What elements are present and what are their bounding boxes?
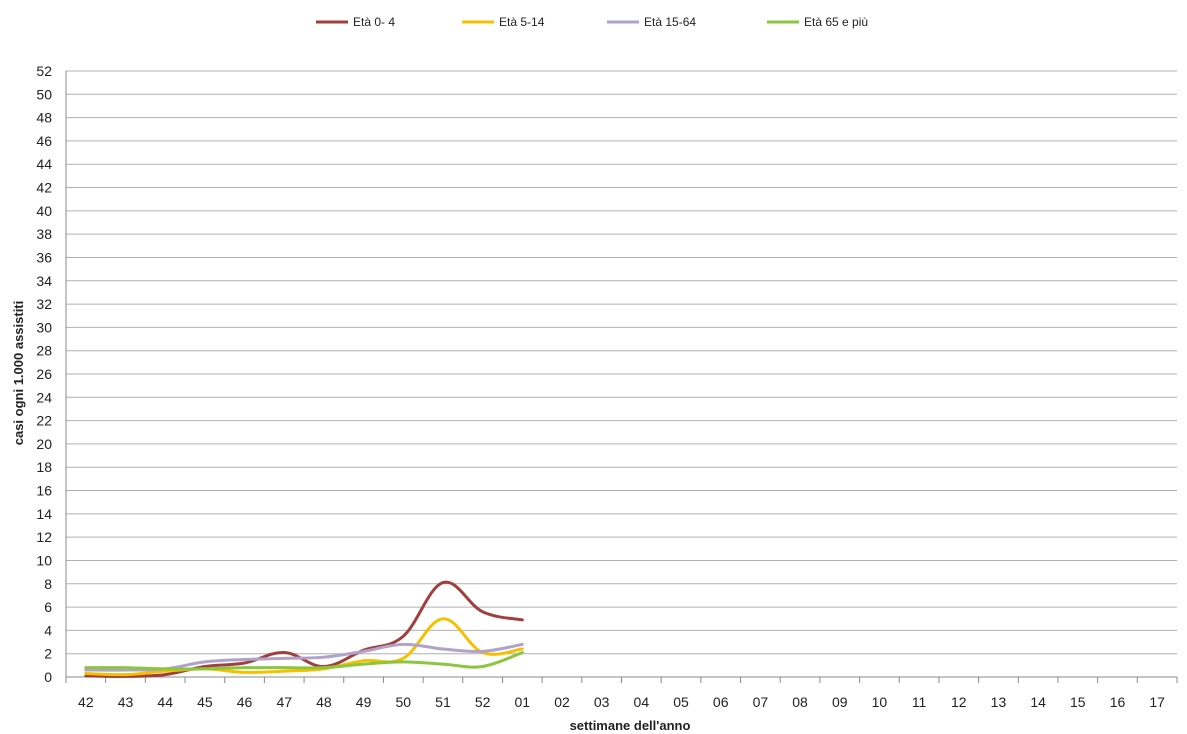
x-tick-label: 44 — [157, 694, 173, 710]
y-tick-label: 40 — [36, 203, 52, 219]
x-tick-label: 12 — [951, 694, 967, 710]
y-tick-label: 42 — [36, 180, 52, 196]
series-line-1 — [84, 617, 524, 677]
x-tick-label: 51 — [435, 694, 451, 710]
x-tick-label: 42 — [78, 694, 94, 710]
y-gridlines — [65, 70, 1178, 683]
x-tick-label: 05 — [673, 694, 689, 710]
legend-label: Età 65 e più — [804, 15, 868, 29]
x-tick-label: 15 — [1070, 694, 1086, 710]
x-tick-label: 50 — [395, 694, 411, 710]
x-tick-label: 45 — [197, 694, 213, 710]
x-tick-label: 52 — [475, 694, 491, 710]
x-axis-title: settimane dell'anno — [570, 718, 691, 733]
x-tick-label: 17 — [1149, 694, 1165, 710]
y-tick-label: 28 — [36, 343, 52, 359]
x-tick-label: 16 — [1110, 694, 1126, 710]
chart-legend: Età 0- 4 Età 5-14 Età 15-64 Età 65 e più — [316, 15, 868, 29]
y-tick-label: 2 — [44, 646, 52, 662]
y-tick-label: 44 — [36, 156, 52, 172]
y-tick-label: 26 — [36, 366, 52, 382]
y-tick-label: 16 — [36, 483, 52, 499]
y-tick-label: 30 — [36, 319, 52, 335]
legend-label: Età 0- 4 — [353, 15, 395, 29]
series-line-0 — [84, 580, 524, 678]
y-tick-label: 10 — [36, 552, 52, 568]
y-tick-label: 48 — [36, 110, 52, 126]
x-tick-label: 47 — [276, 694, 292, 710]
y-axis-tick-labels: 0246810121416182022242628303234363840424… — [36, 63, 52, 685]
x-tick-label: 49 — [356, 694, 372, 710]
y-tick-label: 46 — [36, 133, 52, 149]
y-axis-title: casi ogni 1.000 assistiti — [11, 301, 26, 446]
y-tick-label: 52 — [36, 63, 52, 79]
y-tick-label: 20 — [36, 436, 52, 452]
y-tick-label: 12 — [36, 529, 52, 545]
x-tick-label: 46 — [237, 694, 253, 710]
y-tick-label: 8 — [44, 576, 52, 592]
y-tick-label: 14 — [36, 506, 52, 522]
y-tick-label: 24 — [36, 389, 52, 405]
y-tick-label: 50 — [36, 86, 52, 102]
x-tick-label: 03 — [594, 694, 610, 710]
y-tick-label: 34 — [36, 273, 52, 289]
x-tick-label: 48 — [316, 694, 332, 710]
series-line-3 — [84, 651, 524, 671]
y-tick-label: 0 — [44, 669, 52, 685]
x-tick-label: 01 — [515, 694, 531, 710]
x-tick-label: 04 — [634, 694, 650, 710]
y-tick-label: 32 — [36, 296, 52, 312]
x-tick-label: 06 — [713, 694, 729, 710]
x-tick-label: 11 — [912, 694, 927, 710]
x-tick-label: 43 — [118, 694, 134, 710]
y-tick-label: 38 — [36, 226, 52, 242]
x-tick-label: 14 — [1030, 694, 1046, 710]
y-tick-label: 22 — [36, 413, 52, 429]
x-axis-tick-labels: 42 43 44 45 46 47 48 49 50 51 52 01 02 03 04 05 06 07 08 09… — [78, 694, 1165, 710]
y-tick-label: 36 — [36, 249, 52, 265]
legend-label: Età 5-14 — [499, 15, 545, 29]
y-tick-label: 4 — [44, 622, 52, 638]
x-tick-label: 02 — [554, 694, 570, 710]
data-series — [84, 580, 524, 678]
legend-label: Età 15-64 — [644, 15, 696, 29]
x-tick-label: 10 — [872, 694, 888, 710]
x-tick-label: 09 — [832, 694, 848, 710]
x-tick-label: 08 — [792, 694, 808, 710]
y-tick-label: 6 — [44, 599, 52, 615]
x-tick-label: 13 — [991, 694, 1007, 710]
y-tick-label: 18 — [36, 459, 52, 475]
x-tick-label: 07 — [753, 694, 769, 710]
